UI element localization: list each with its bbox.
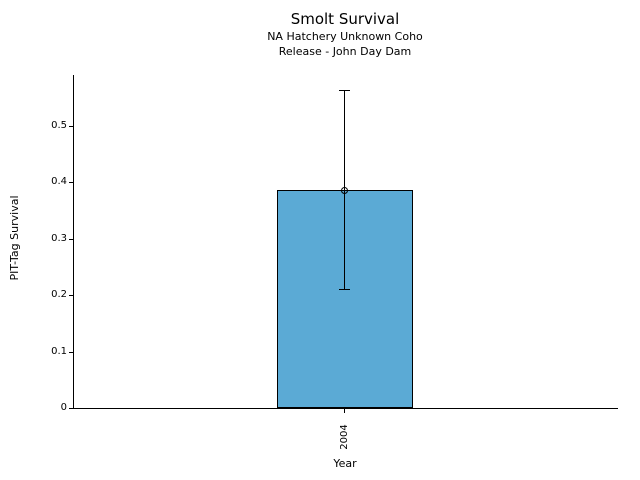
- x-axis-label: Year: [333, 457, 357, 470]
- y-tick-label: 0.4: [51, 176, 67, 187]
- y-tick: [69, 126, 73, 127]
- y-tick-label: 0.2: [51, 289, 67, 300]
- bar: [277, 190, 413, 408]
- chart-subtitle-line1: NA Hatchery Unknown Coho: [267, 30, 423, 43]
- chart-title: Smolt Survival: [290, 10, 400, 28]
- error-bar-cap-top: [339, 90, 350, 91]
- y-tick-label: 0: [60, 402, 67, 413]
- y-tick-label: 0.5: [51, 120, 67, 131]
- error-bar-cap-bottom: [339, 289, 350, 290]
- x-tick-label: 2004: [339, 424, 350, 450]
- y-tick: [69, 408, 73, 409]
- y-tick: [69, 239, 73, 240]
- y-tick-label: 0.3: [51, 233, 67, 244]
- title-block: Smolt Survival NA Hatchery Unknown Coho …: [73, 10, 617, 59]
- y-tick: [69, 352, 73, 353]
- chart-subtitle-line2: Release - John Day Dam: [278, 45, 412, 58]
- y-axis-spine: [73, 75, 74, 409]
- x-axis-spine: [73, 408, 618, 409]
- y-tick: [69, 295, 73, 296]
- y-tick-label: 0.1: [51, 346, 67, 357]
- x-tick: [344, 409, 345, 413]
- y-tick: [69, 182, 73, 183]
- data-point-marker-icon: [341, 187, 348, 194]
